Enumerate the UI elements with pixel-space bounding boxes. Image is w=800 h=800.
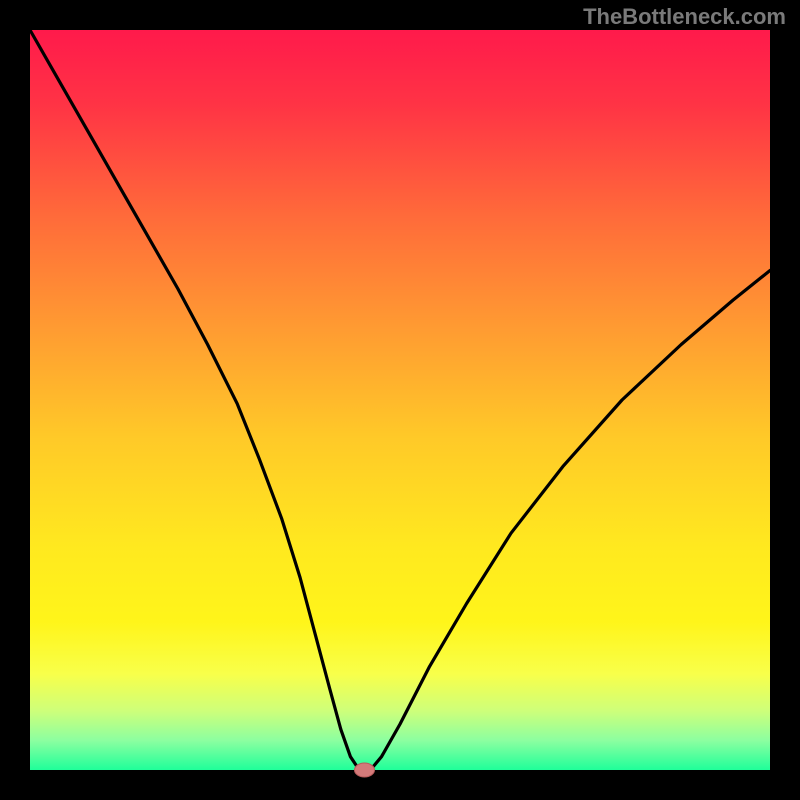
chart-frame: TheBottleneck.com <box>0 0 800 800</box>
watermark-text: TheBottleneck.com <box>583 4 786 30</box>
bottleneck-chart <box>0 0 800 800</box>
optimal-marker <box>354 763 374 777</box>
plot-background <box>30 30 770 770</box>
